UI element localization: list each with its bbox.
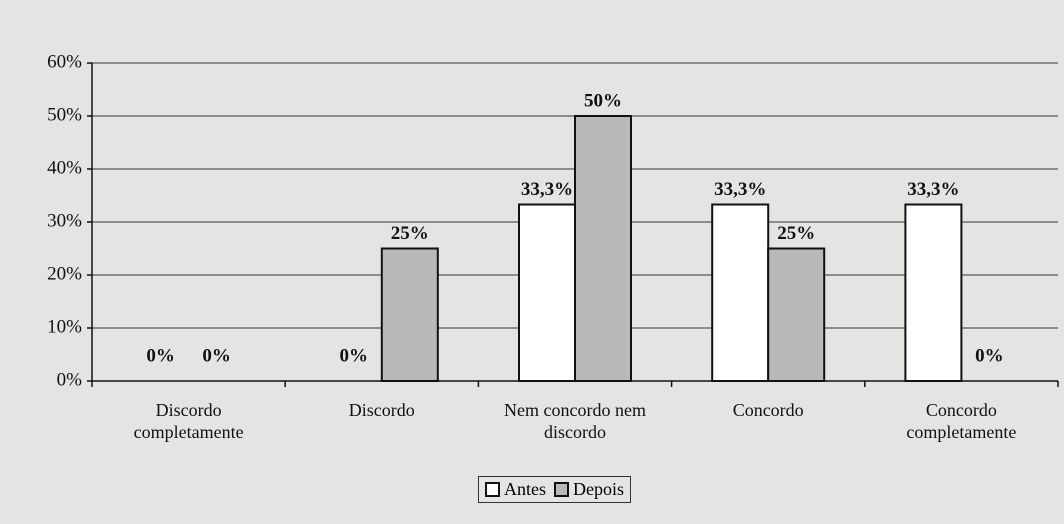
x-tick-label: Concordo (732, 400, 804, 420)
data-label: 33,3% (521, 179, 573, 200)
bar (380, 247, 439, 382)
x-tick-label: Nem concordo nem discordo (504, 400, 646, 442)
data-label: 33,3% (714, 179, 766, 200)
bar (767, 247, 826, 382)
legend-label: Antes (504, 479, 546, 499)
x-tick-label: Concordo completamente (906, 400, 1017, 442)
y-tick-label: 50% (47, 104, 82, 125)
data-label: 0% (146, 345, 175, 366)
legend: Antes Depois (478, 476, 631, 503)
legend-label: Depois (573, 479, 624, 499)
data-label: 25% (391, 223, 429, 244)
y-tick-label: 40% (47, 157, 82, 178)
legend-swatch (554, 482, 569, 497)
y-tick-label: 20% (47, 263, 82, 284)
x-tick-label: Discordo (348, 400, 415, 420)
data-label: 0% (340, 345, 369, 366)
bar (574, 115, 632, 382)
y-tick-label: 60% (47, 51, 82, 72)
data-label: 0% (975, 345, 1004, 366)
data-label: 33,3% (907, 179, 959, 200)
y-tick-label: 30% (47, 210, 82, 231)
data-label: 50% (584, 90, 622, 111)
bar (904, 203, 963, 382)
bar (711, 203, 770, 382)
legend-item: Antes (485, 479, 546, 500)
x-tick-label: Discordo completamente (133, 400, 244, 442)
data-label: 0% (202, 345, 231, 366)
bar (518, 203, 576, 382)
y-tick-label: 10% (47, 316, 82, 337)
y-tick-label: 0% (57, 369, 83, 390)
legend-swatch (485, 482, 500, 497)
data-label: 25% (777, 223, 815, 244)
legend-item: Depois (554, 479, 624, 500)
